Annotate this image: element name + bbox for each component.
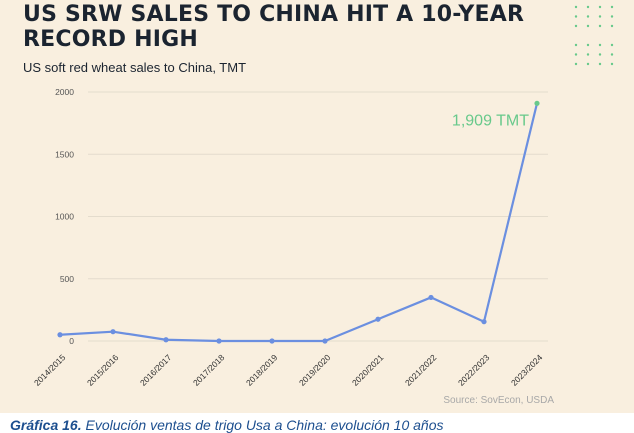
x-tick-label: 2015/2016	[85, 352, 121, 388]
decorative-dot	[574, 43, 578, 47]
decorative-dot	[598, 15, 602, 18]
decorative-dot	[598, 62, 602, 66]
chart-title: US SRW SALES TO CHINA HIT A 10-YEAR RECO…	[23, 2, 525, 52]
caption-text: Evolución ventas de trigo Usa a China: e…	[81, 417, 444, 433]
decorative-dot	[574, 24, 578, 28]
decorative-dot	[586, 5, 590, 9]
data-point	[375, 316, 381, 322]
decorative-dot	[610, 53, 614, 56]
decorative-dot	[586, 53, 590, 56]
figure-caption: Gráfica 16. Evolución ventas de trigo Us…	[10, 417, 634, 433]
decorative-dot	[610, 43, 614, 47]
decorative-dot-grid	[574, 5, 614, 66]
y-tick-label: 0	[69, 336, 74, 346]
y-tick-label: 1500	[55, 149, 74, 159]
data-point	[269, 338, 275, 344]
data-label: 1,909 TMT	[452, 112, 529, 129]
decorative-dot	[574, 62, 578, 66]
decorative-dot	[598, 43, 602, 47]
x-tick-label: 2018/2019	[244, 352, 280, 388]
decorative-dot	[586, 24, 590, 28]
caption-label: Gráfica 16.	[10, 417, 82, 433]
data-point	[322, 338, 328, 344]
decorative-dot	[610, 62, 614, 66]
x-tick-label: 2019/2020	[297, 352, 333, 388]
data-point	[428, 294, 434, 301]
decorative-dot	[598, 5, 602, 9]
y-tick-label: 500	[60, 274, 74, 284]
decorative-dot	[598, 53, 602, 56]
decorative-dot	[574, 5, 578, 9]
x-tick-label: 2017/2018	[191, 352, 227, 388]
line-chart: 0 500 1000 1500 2000 2014/2015 2015/2016 2016/2…	[32, 87, 548, 388]
x-tick-label: 2014/2015	[32, 352, 68, 388]
decorative-dot	[574, 15, 578, 18]
series-line	[58, 102, 539, 343]
decorative-dot	[586, 62, 590, 66]
data-point	[163, 337, 169, 343]
decorative-dot	[610, 24, 614, 28]
highlight-point	[534, 100, 540, 106]
source-note: Source: SovEcon, USDA	[443, 395, 554, 406]
decorative-dot	[598, 24, 602, 28]
decorative-dot	[610, 15, 614, 18]
x-tick-label: 2020/2021	[350, 352, 386, 388]
data-point	[57, 332, 63, 338]
x-tick-label: 2023/2024	[509, 352, 545, 388]
decorative-dot	[586, 15, 590, 18]
data-point	[110, 329, 116, 335]
x-tick-label: 2016/2017	[138, 352, 174, 388]
x-tick-label: 2022/2023	[456, 352, 492, 388]
y-tick-label: 1000	[55, 212, 74, 222]
data-point	[481, 319, 487, 325]
chart-subtitle: US soft red wheat sales to China, TMT	[23, 60, 247, 75]
data-point	[216, 338, 222, 344]
infographic-card: US SRW SALES TO CHINA HIT A 10-YEAR RECO…	[0, 0, 634, 413]
decorative-dot	[574, 53, 578, 56]
decorative-dot	[610, 5, 614, 9]
decorative-dot	[586, 43, 590, 47]
x-tick-label: 2021/2022	[403, 352, 439, 388]
y-tick-label: 2000	[55, 87, 74, 97]
